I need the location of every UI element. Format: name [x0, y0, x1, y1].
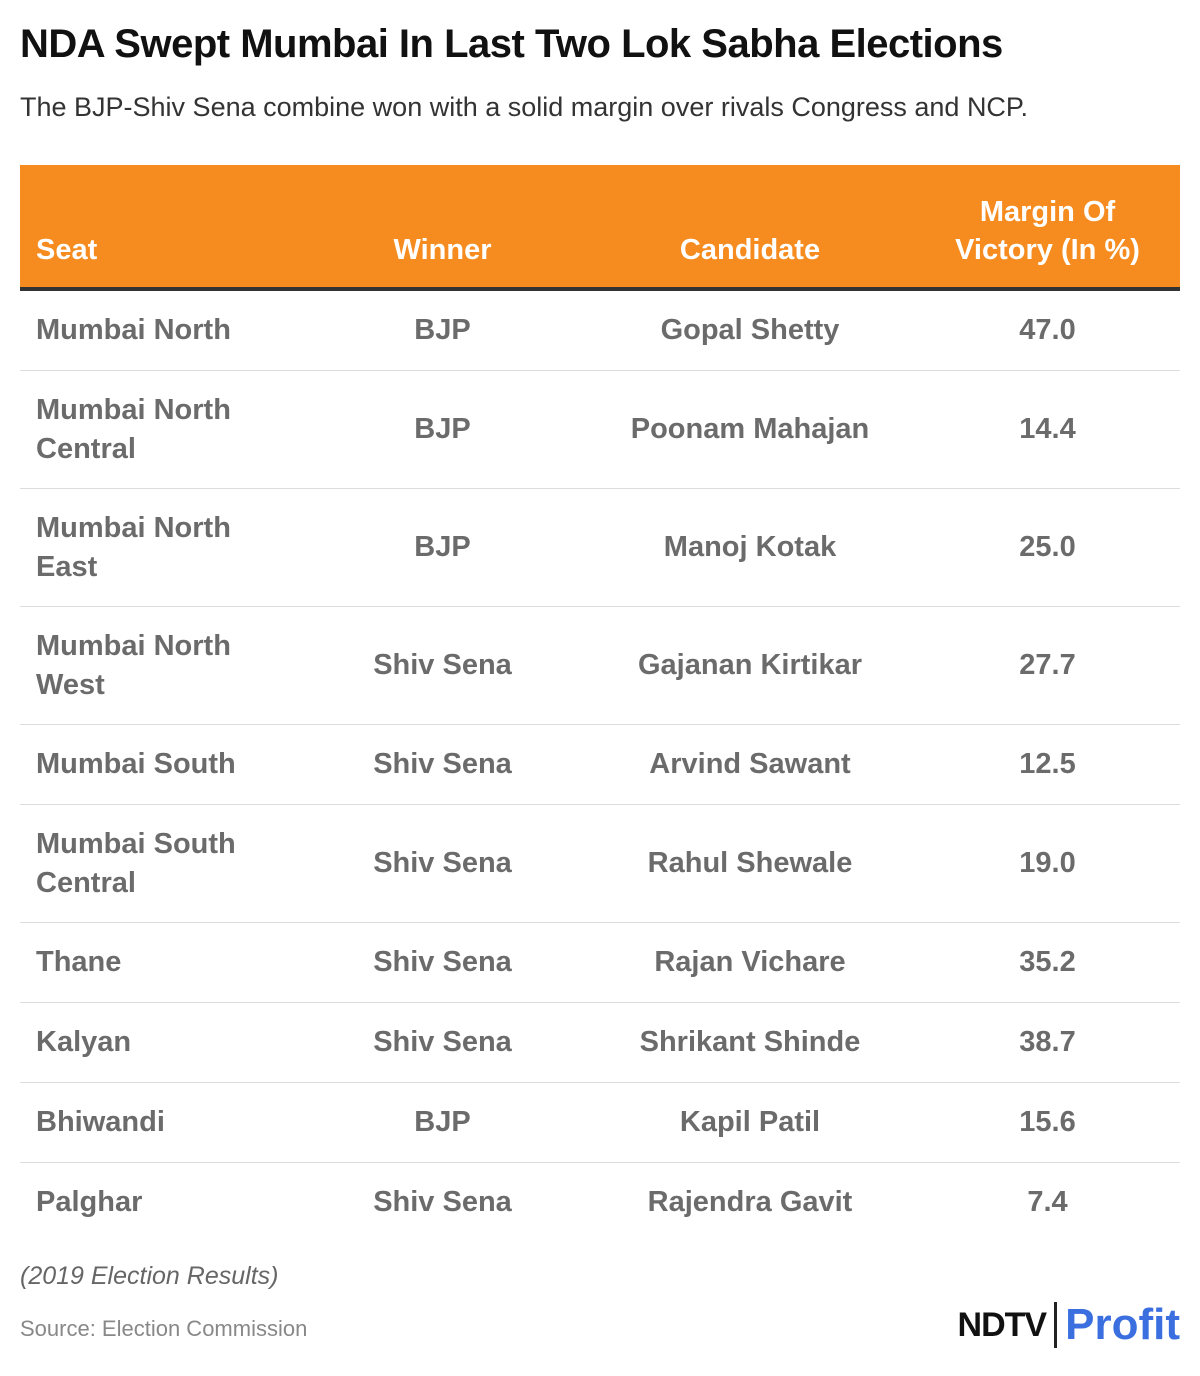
table-cell: Rahul Shewale — [585, 804, 915, 923]
table-row: Palghar Shiv Sena Rajendra Gavit 7.4 — [20, 1163, 1180, 1243]
table-cell: Mumbai South — [20, 724, 300, 805]
table-row: Mumbai North West Shiv Sena Gajanan Kirtik… — [20, 606, 1180, 725]
table-row: Bhiwandi BJP Kapil Patil 15.6 — [20, 1082, 1180, 1163]
table-cell: 47.0 — [915, 289, 1180, 371]
table-cell: Rajan Vichare — [585, 922, 915, 1003]
table-cell: Kalyan — [20, 1002, 300, 1083]
table-cell: 25.0 — [915, 488, 1180, 607]
table-head: Seat Winner Candidate Margin Of Victory (In… — [20, 165, 1180, 291]
table-row: Mumbai South Central Shiv Sena Rahul Shewa… — [20, 804, 1180, 923]
table-cell: Rajendra Gavit — [647, 1186, 853, 1218]
table-cell: 7.4 — [1027, 1186, 1068, 1218]
table-cell: Shiv Sena — [300, 724, 585, 805]
title: NDA Swept Mumbai In Last Two Lok Sabha E… — [20, 22, 1003, 66]
table-cell: Arvind Sawant — [585, 724, 915, 805]
column-header: Seat — [20, 165, 300, 291]
table-cell: Poonam Mahajan — [585, 370, 915, 489]
column-header: Winner — [300, 165, 585, 291]
logo-product: Profit — [1065, 1300, 1180, 1349]
table-cell: Shiv Sena — [300, 922, 585, 1003]
table-row: Thane Shiv Sena Rajan Vichare 35.2 — [20, 922, 1180, 1003]
table-cell: Mumbai North West — [20, 606, 300, 725]
table-row: Mumbai North East BJP Manoj Kotak 25.0 — [20, 488, 1180, 607]
table-cell: 12.5 — [915, 724, 1180, 805]
table-cell: Shiv Sena — [373, 1186, 512, 1218]
table-cell: Mumbai North Central — [20, 370, 300, 489]
table-cell: BJP — [300, 370, 585, 489]
header-row: Seat Winner Candidate Margin Of Victory (In… — [20, 165, 1180, 291]
table-cell: Shiv Sena — [300, 606, 585, 725]
note: (2019 Election Results) — [20, 1262, 279, 1290]
table-cell: 14.4 — [915, 370, 1180, 489]
table-cell: Mumbai North — [20, 289, 300, 371]
table-cell: BJP — [300, 488, 585, 607]
table-cell: BJP — [300, 1082, 585, 1163]
table-cell: 38.7 — [915, 1002, 1180, 1083]
column-header: Candidate — [585, 165, 915, 291]
table-cell: Thane — [20, 922, 300, 1003]
logo: NDTV Profit — [958, 1300, 1180, 1350]
table-cell: BJP — [300, 289, 585, 371]
table-cell: Shiv Sena — [300, 804, 585, 923]
table-cell: Gajanan Kirtikar — [585, 606, 915, 725]
source: Source: Election Commission — [20, 1316, 308, 1341]
subtitle: The BJP-Shiv Sena combine won with a sol… — [20, 92, 1028, 122]
table-cell: Shrikant Shinde — [585, 1002, 915, 1083]
table-body: Mumbai North BJP Gopal Shetty 47.0 Mumbai No… — [20, 289, 1180, 1242]
table-cell: Kapil Patil — [585, 1082, 915, 1163]
table-cell: Mumbai North East — [20, 488, 300, 607]
table-cell: Manoj Kotak — [585, 488, 915, 607]
table-cell: Shiv Sena — [300, 1002, 585, 1083]
table-cell: Mumbai South Central — [20, 804, 300, 923]
logo-divider — [1054, 1302, 1058, 1348]
table-cell: 27.7 — [915, 606, 1180, 725]
table-cell: 19.0 — [915, 804, 1180, 923]
table-row: Mumbai South Shiv Sena Arvind Sawant 12.5 — [20, 724, 1180, 805]
table-row: Mumbai North BJP Gopal Shetty 47.0 — [20, 289, 1180, 371]
table-row: Kalyan Shiv Sena Shrikant Shinde 38.7 — [20, 1002, 1180, 1083]
table-cell: Gopal Shetty — [585, 289, 915, 371]
table-cell: Palghar — [36, 1186, 143, 1218]
results-table: Seat Winner Candidate Margin Of Victory (In… — [20, 165, 1180, 1242]
table-cell: Bhiwandi — [20, 1082, 300, 1163]
logo-brand: NDTV — [957, 1305, 1048, 1344]
table-cell: 15.6 — [915, 1082, 1180, 1163]
table-cell: 35.2 — [915, 922, 1180, 1003]
table-row: Mumbai North Central BJP Poonam Mahajan 14.… — [20, 370, 1180, 489]
column-header: Margin Of Victory (In %) — [915, 165, 1180, 291]
